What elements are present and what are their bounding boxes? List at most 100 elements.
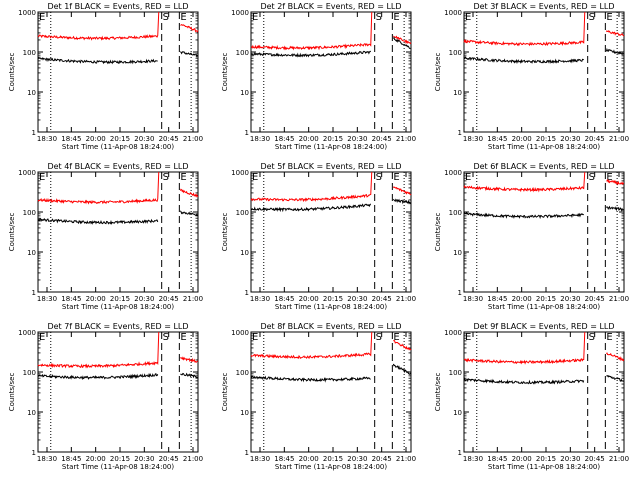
x-tick-label: 20:45: [159, 135, 179, 143]
y-tick-label: 1000: [231, 169, 249, 177]
x-tick-label: 18:30: [37, 135, 57, 143]
y-tick-label: 1: [245, 129, 249, 137]
black-events-series: [180, 50, 199, 58]
black-events-series: [605, 205, 625, 212]
x-tick-label: 20:30: [134, 295, 154, 303]
red-lld-series: [37, 171, 160, 205]
y-tick-label: 1000: [18, 169, 36, 177]
black-events-series: [179, 210, 199, 217]
time-marker-label: S: [376, 172, 382, 183]
x-tick-label: 18:30: [463, 295, 483, 303]
detector-panel-8: Det 8f BLACK = Events, RED = LLD 1 10 100 10…: [221, 322, 416, 471]
x-tick-label: 20:30: [347, 135, 367, 143]
y-tick-label: 10: [240, 409, 249, 417]
red-lld-series: [606, 178, 625, 186]
detector-panel-6: Det 6f BLACK = Events, RED = LLD 1 10 100 10…: [434, 162, 629, 311]
y-tick-label: 100: [236, 209, 249, 217]
y-tick-label: 10: [453, 409, 462, 417]
red-lld-series: [463, 11, 586, 47]
x-tick-label: 20:15: [110, 135, 130, 143]
time-marker-label: E: [39, 172, 45, 183]
x-tick-label: 21:00: [609, 295, 629, 303]
black-events-series: [180, 372, 199, 379]
y-axis-label: Counts/sec: [8, 213, 16, 252]
x-axis-label: Start Time (11-Apr-08 18:24:00): [488, 303, 600, 311]
red-lld-series: [37, 11, 160, 41]
x-tick-label: 18:30: [463, 135, 483, 143]
x-tick-label: 20:30: [560, 295, 580, 303]
y-tick-label: 1000: [18, 9, 36, 17]
plot-frame: [250, 171, 412, 293]
x-tick-label: 20:30: [347, 455, 367, 463]
y-axis-label: Counts/sec: [221, 373, 229, 412]
x-tick-label: 21:00: [396, 135, 416, 143]
red-lld-series: [179, 356, 199, 364]
detector-panel-9: Det 9f BLACK = Events, RED = LLD 1 10 100 10…: [434, 322, 629, 471]
y-tick-label: 100: [449, 209, 462, 217]
time-marker-label: E: [465, 12, 471, 23]
x-axis-label: Start Time (11-Apr-08 18:24:00): [275, 303, 387, 311]
x-tick-label: 18:45: [274, 135, 294, 143]
y-tick-label: 1: [32, 129, 36, 137]
x-tick-label: 20:15: [110, 455, 130, 463]
x-tick-label: 18:30: [37, 295, 57, 303]
time-marker-label: S: [163, 172, 169, 183]
x-tick-label: 21:00: [183, 455, 203, 463]
plot-frame: [250, 331, 412, 453]
x-tick-label: 18:30: [250, 455, 270, 463]
y-axis-label: Counts/sec: [434, 53, 442, 92]
time-marker-label: E: [465, 332, 471, 343]
detector-panel-1: Det 1f BLACK = Events, RED = LLD 1 10 100 10…: [8, 2, 203, 151]
x-tick-label: 20:45: [372, 295, 392, 303]
red-lld-series: [250, 171, 373, 203]
y-axis-label: Counts/sec: [221, 213, 229, 252]
y-tick-label: 1: [32, 449, 36, 457]
x-axis-label: Start Time (11-Apr-08 18:24:00): [275, 143, 387, 151]
y-tick-label: 1: [245, 449, 249, 457]
x-tick-label: 18:45: [274, 295, 294, 303]
time-marker-label: E: [606, 172, 612, 183]
time-marker-label: S: [163, 12, 169, 23]
panel-title: Det 2f BLACK = Events, RED = LLD: [260, 2, 401, 11]
x-tick-label: 20:15: [536, 455, 556, 463]
black-events-series: [463, 211, 584, 220]
panel-title: Det 6f BLACK = Events, RED = LLD: [473, 162, 614, 171]
x-tick-label: 21:00: [609, 135, 629, 143]
y-tick-label: 10: [453, 89, 462, 97]
y-tick-label: 1000: [444, 169, 462, 177]
black-events-series: [392, 198, 412, 205]
time-marker-label: E: [393, 12, 399, 23]
black-events-series: [37, 372, 159, 381]
y-axis-label: Counts/sec: [434, 373, 442, 412]
black-events-series: [463, 56, 584, 65]
x-tick-label: 20:45: [159, 295, 179, 303]
x-axis-label: Start Time (11-Apr-08 18:24:00): [275, 463, 387, 471]
y-tick-label: 10: [240, 249, 249, 257]
time-marker-label: E: [180, 332, 186, 343]
x-tick-label: 21:00: [183, 135, 203, 143]
y-axis-label: Counts/sec: [8, 53, 16, 92]
x-tick-label: 20:45: [585, 295, 605, 303]
black-events-series: [392, 363, 412, 375]
time-marker-label: E: [393, 172, 399, 183]
x-tick-label: 20:45: [372, 135, 392, 143]
time-marker-label: E: [606, 12, 612, 23]
time-marker-label: E: [252, 172, 258, 183]
x-axis-label: Start Time (11-Apr-08 18:24:00): [62, 143, 174, 151]
plot-frame: [37, 331, 199, 453]
x-tick-label: 18:45: [61, 295, 81, 303]
plot-frame: [37, 171, 199, 293]
y-tick-label: 1: [458, 129, 462, 137]
black-events-series: [37, 217, 159, 225]
y-tick-label: 1000: [231, 9, 249, 17]
y-tick-label: 1: [458, 449, 462, 457]
time-marker-label: E: [252, 12, 258, 23]
black-events-series: [606, 375, 625, 382]
panel-title: Det 8f BLACK = Events, RED = LLD: [260, 322, 401, 331]
x-tick-label: 18:30: [463, 455, 483, 463]
red-lld-series: [463, 331, 586, 365]
y-tick-label: 1: [32, 289, 36, 297]
x-tick-label: 20:00: [86, 455, 106, 463]
y-tick-label: 1: [245, 289, 249, 297]
